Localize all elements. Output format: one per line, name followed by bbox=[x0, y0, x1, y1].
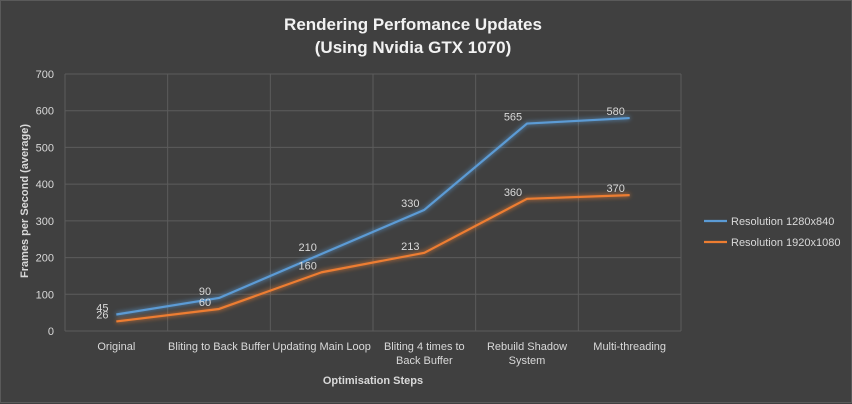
y-tick-label: 500 bbox=[36, 142, 54, 154]
chart-title-line-1: Rendering Perfomance Updates bbox=[284, 15, 542, 34]
y-tick-label: 100 bbox=[36, 289, 54, 301]
data-label: 160 bbox=[298, 260, 316, 272]
chart-title-line-2: (Using Nvidia GTX 1070) bbox=[315, 38, 512, 57]
data-label: 360 bbox=[504, 187, 522, 199]
y-tick-label: 300 bbox=[36, 216, 54, 228]
data-label: 213 bbox=[401, 241, 419, 253]
data-label: 565 bbox=[504, 112, 522, 124]
data-label: 370 bbox=[606, 183, 624, 195]
x-category-label: System bbox=[509, 355, 546, 367]
data-label: 45 bbox=[96, 302, 108, 314]
legend-label: Resolution 1280x840 bbox=[731, 216, 834, 228]
y-axis-ticks: 0 100 200 300 400 500 600 700 bbox=[36, 69, 54, 338]
data-label: 60 bbox=[199, 297, 211, 309]
data-label: 90 bbox=[199, 286, 211, 298]
data-label: 330 bbox=[401, 198, 419, 210]
x-category-label: Rebuild Shadow bbox=[487, 341, 567, 353]
x-axis-categories: Original Bliting to Back Buffer Updating M… bbox=[97, 341, 666, 367]
series-line-1 bbox=[116, 116, 630, 316]
x-category-label: Original bbox=[97, 341, 135, 353]
x-category-label: Updating Main Loop bbox=[272, 341, 370, 353]
y-tick-label: 600 bbox=[36, 106, 54, 118]
data-label: 210 bbox=[298, 242, 316, 254]
x-category-label: Multi-threading bbox=[593, 341, 666, 353]
y-tick-label: 700 bbox=[36, 69, 54, 81]
x-category-label: Bliting 4 times to bbox=[384, 341, 465, 353]
x-axis-title: Optimisation Steps bbox=[323, 375, 423, 387]
y-tick-label: 400 bbox=[36, 179, 54, 191]
y-axis-title: Frames per Second (average) bbox=[19, 124, 31, 278]
series-lines bbox=[116, 116, 630, 323]
x-category-label: Bliting to Back Buffer bbox=[168, 341, 270, 353]
data-labels: 45 90 210 330 565 580 26 60 160 213 360 370 bbox=[96, 106, 625, 321]
series-line-2 bbox=[116, 194, 630, 323]
gridlines bbox=[64, 73, 682, 332]
y-tick-label: 0 bbox=[48, 326, 54, 338]
legend: Resolution 1280x840 Resolution 1920x1080 bbox=[704, 216, 840, 249]
x-category-label: Back Buffer bbox=[396, 355, 453, 367]
data-label: 580 bbox=[606, 106, 624, 118]
y-tick-label: 200 bbox=[36, 253, 54, 265]
legend-label: Resolution 1920x1080 bbox=[731, 237, 840, 249]
data-label: 26 bbox=[96, 309, 108, 321]
